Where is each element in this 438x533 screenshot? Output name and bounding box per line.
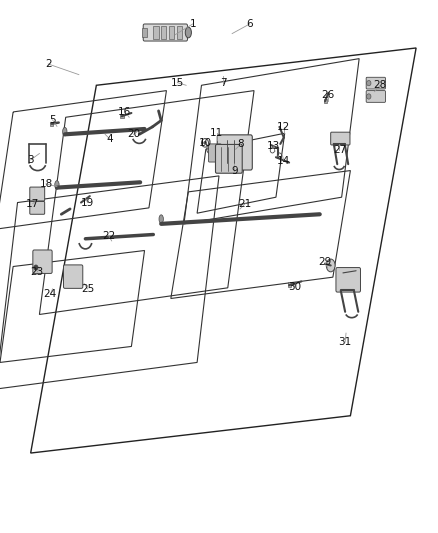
Text: 5: 5 bbox=[49, 115, 56, 125]
Text: 23: 23 bbox=[31, 267, 44, 277]
Text: 22: 22 bbox=[102, 231, 115, 240]
Ellipse shape bbox=[326, 259, 335, 272]
Text: 15: 15 bbox=[171, 78, 184, 87]
Text: 31: 31 bbox=[339, 337, 352, 347]
FancyBboxPatch shape bbox=[33, 250, 52, 273]
Text: 26: 26 bbox=[321, 90, 334, 100]
FancyBboxPatch shape bbox=[208, 144, 221, 162]
Ellipse shape bbox=[63, 127, 67, 136]
Text: 3: 3 bbox=[27, 155, 34, 165]
Text: 9: 9 bbox=[231, 166, 238, 175]
Text: 12: 12 bbox=[277, 122, 290, 132]
Text: 14: 14 bbox=[277, 156, 290, 166]
Text: 27: 27 bbox=[333, 146, 346, 155]
Text: 20: 20 bbox=[127, 130, 140, 139]
FancyBboxPatch shape bbox=[30, 201, 45, 214]
Text: 29: 29 bbox=[318, 257, 332, 267]
Text: 4: 4 bbox=[106, 134, 113, 143]
Text: 13: 13 bbox=[267, 141, 280, 151]
Text: 30: 30 bbox=[288, 282, 301, 292]
Bar bbox=[153, 26, 159, 39]
Text: 1: 1 bbox=[189, 19, 196, 29]
Bar bbox=[142, 28, 147, 37]
Text: 11: 11 bbox=[210, 128, 223, 138]
Text: 10: 10 bbox=[198, 138, 212, 148]
Circle shape bbox=[209, 148, 212, 151]
FancyBboxPatch shape bbox=[331, 132, 350, 145]
Bar bbox=[288, 282, 291, 287]
Bar bbox=[169, 26, 174, 39]
Ellipse shape bbox=[185, 27, 191, 38]
Bar bbox=[324, 99, 327, 103]
Bar bbox=[50, 122, 53, 126]
Bar bbox=[161, 26, 166, 39]
Text: 2: 2 bbox=[45, 59, 52, 69]
FancyBboxPatch shape bbox=[366, 77, 385, 89]
Bar bbox=[120, 114, 124, 118]
Text: 18: 18 bbox=[39, 179, 53, 189]
Text: 16: 16 bbox=[118, 107, 131, 117]
FancyBboxPatch shape bbox=[215, 144, 242, 173]
Text: 28: 28 bbox=[374, 80, 387, 90]
Text: 7: 7 bbox=[220, 78, 227, 87]
Text: 25: 25 bbox=[81, 284, 94, 294]
Ellipse shape bbox=[55, 181, 59, 189]
FancyBboxPatch shape bbox=[217, 135, 252, 170]
Circle shape bbox=[367, 80, 371, 86]
FancyBboxPatch shape bbox=[366, 91, 385, 102]
Bar bbox=[177, 26, 182, 39]
Text: 24: 24 bbox=[44, 289, 57, 299]
Ellipse shape bbox=[159, 215, 163, 223]
FancyBboxPatch shape bbox=[143, 24, 187, 41]
Circle shape bbox=[204, 141, 206, 144]
Text: 8: 8 bbox=[237, 139, 244, 149]
Circle shape bbox=[34, 265, 38, 270]
Text: 19: 19 bbox=[81, 198, 94, 207]
Text: 6: 6 bbox=[246, 19, 253, 29]
FancyBboxPatch shape bbox=[64, 265, 83, 288]
Text: 17: 17 bbox=[26, 199, 39, 208]
Text: 21: 21 bbox=[239, 199, 252, 208]
FancyBboxPatch shape bbox=[336, 268, 360, 292]
FancyBboxPatch shape bbox=[30, 187, 45, 201]
Circle shape bbox=[367, 94, 371, 99]
